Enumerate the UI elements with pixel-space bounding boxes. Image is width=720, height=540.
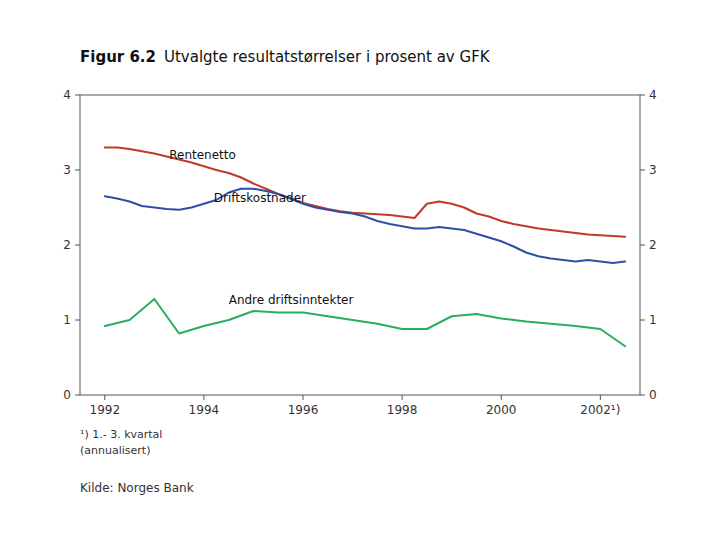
- annotations: Rentenetto Driftskostnader Andre driftsinn…: [169, 148, 353, 307]
- y2-tick: [640, 95, 645, 96]
- x-tick-label: 1994: [189, 403, 220, 417]
- y2-tick-label: 1: [649, 313, 657, 327]
- y-tick-label: 1: [63, 313, 71, 327]
- annotation: Andre driftsinntekter: [229, 293, 354, 307]
- y2-tick-label: 3: [649, 163, 657, 177]
- y2-tick: [640, 395, 645, 396]
- plot-frame: [80, 95, 640, 395]
- x-tick: [104, 395, 105, 400]
- annotation: Driftskostnader: [214, 191, 306, 205]
- x-tick-label: 1992: [90, 403, 121, 417]
- y-tick: [75, 395, 80, 396]
- lines: Rentenetto Driftskostnader Andre driftsinn…: [105, 148, 625, 347]
- title-line: Figur 6.2 Utvalgte resultatstørrelser i p…: [80, 48, 491, 66]
- footnote: ¹) 1.- 3. kvartal: [80, 428, 162, 441]
- y2-tick: [640, 245, 645, 246]
- x-tick: [203, 395, 204, 400]
- chart-svg: 1992 1994 1996 1998 2000 2002¹) 0 1 2 3 4 0 1 2 3 4 Rent…: [0, 0, 720, 540]
- chart-container: 1992 1994 1996 1998 2000 2002¹) 0 1 2 3 4 0 1 2 3 4 Rent…: [0, 0, 720, 540]
- x-axis: 1992 1994 1996 1998 2000 2002¹): [90, 395, 621, 417]
- x-tick: [501, 395, 502, 400]
- x-tick-label: 1998: [387, 403, 418, 417]
- y2-tick-label: 4: [649, 88, 657, 102]
- series-line: Driftskostnader: [105, 189, 625, 263]
- y2-tick-label: 0: [649, 388, 657, 402]
- y2-tick-label: 2: [649, 238, 657, 252]
- y-tick: [75, 245, 80, 246]
- y-tick: [75, 320, 80, 321]
- y2-tick: [640, 170, 645, 171]
- y-axis: 0 1 2 3 4: [63, 88, 80, 402]
- y-tick: [75, 170, 80, 171]
- title: Figur 6.2: [80, 48, 156, 66]
- y-tick-label: 3: [63, 163, 71, 177]
- x-tick: [402, 395, 403, 400]
- y-tick-label: 2: [63, 238, 71, 252]
- x-tick-label: 2002¹): [580, 403, 620, 417]
- x-tick: [600, 395, 601, 400]
- y-tick-label: 0: [63, 388, 71, 402]
- annotation: Rentenetto: [169, 148, 236, 162]
- x-tick-label: 2000: [486, 403, 517, 417]
- x-tick: [303, 395, 304, 400]
- x-tick-label: 1996: [288, 403, 319, 417]
- footnote: (annualisert): [80, 444, 150, 457]
- series-line: Andre driftsinntekter: [105, 299, 625, 346]
- y-tick-label: 4: [63, 88, 71, 102]
- y2-axis: 0 1 2 3 4: [640, 88, 657, 402]
- y-tick: [75, 95, 80, 96]
- subtitle: Utvalgte resultatstørrelser i prosent av…: [164, 48, 491, 66]
- series-line: Rentenetto: [105, 148, 625, 237]
- source: Kilde: Norges Bank: [80, 481, 194, 495]
- y2-tick: [640, 320, 645, 321]
